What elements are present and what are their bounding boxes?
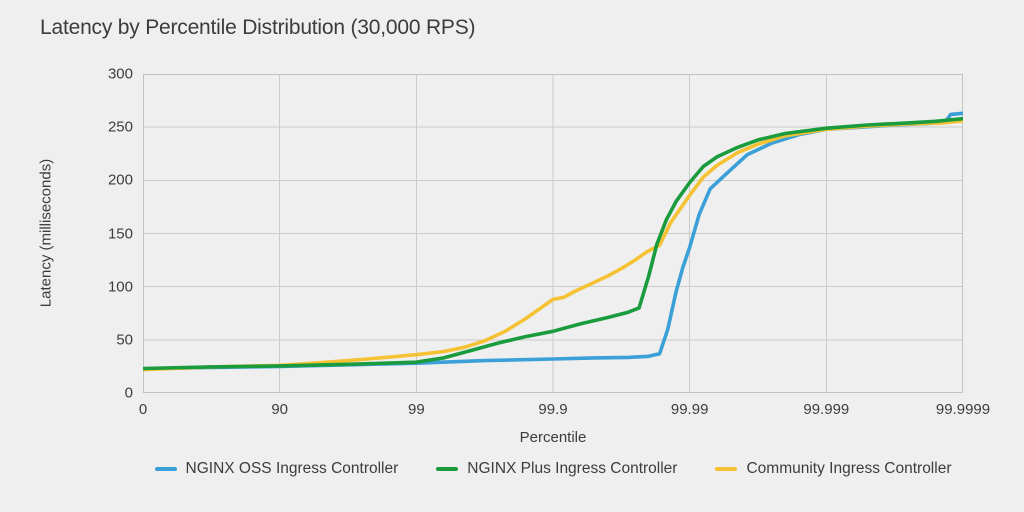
x-tick-label: 0 [138,401,148,418]
legend-label: NGINX OSS Ingress Controller [185,460,399,477]
legend: NGINX OSS Ingress Controller NGINX Plus I… [143,460,963,478]
y-tick-label: 0 [124,384,133,402]
legend-item: Community Ingress Controller [715,460,951,478]
y-axis-title: Latency (milliseconds) [37,158,55,308]
x-tick-label: 99.999 [803,401,850,418]
plot-area [143,74,963,393]
legend-label: NGINX Plus Ingress Controller [467,460,678,477]
series-line-community-ingress-controller [143,118,963,372]
x-tick-label: 99 [407,401,425,418]
legend-swatch-icon [715,467,738,471]
x-tick-label: 99.99 [670,401,709,418]
legend-swatch-icon [154,467,177,471]
legend-item: NGINX Plus Ingress Controller [436,460,677,478]
legend-label: Community Ingress Controller [746,460,952,477]
y-tick-label: 100 [107,278,133,296]
y-tick-label: 200 [107,171,133,189]
chart-title: Latency by Percentile Distribution (30,0… [40,16,476,39]
plot-border [143,74,963,393]
x-tick-label: 99.9 [538,401,568,418]
x-tick-label: 99.9999 [935,401,991,418]
y-tick-label: 300 [107,65,133,83]
y-tick-label: 50 [116,331,133,349]
series-line-nginx-plus-ingress-controller [143,116,963,371]
legend-item: NGINX OSS Ingress Controller [154,460,399,478]
y-tick-label: 150 [107,225,133,242]
legend-swatch-icon [436,467,459,471]
y-tick-label: 250 [107,118,133,136]
x-axis-title: Percentile [519,429,587,446]
x-tick-label: 90 [271,401,288,418]
chart-canvas [143,74,963,393]
